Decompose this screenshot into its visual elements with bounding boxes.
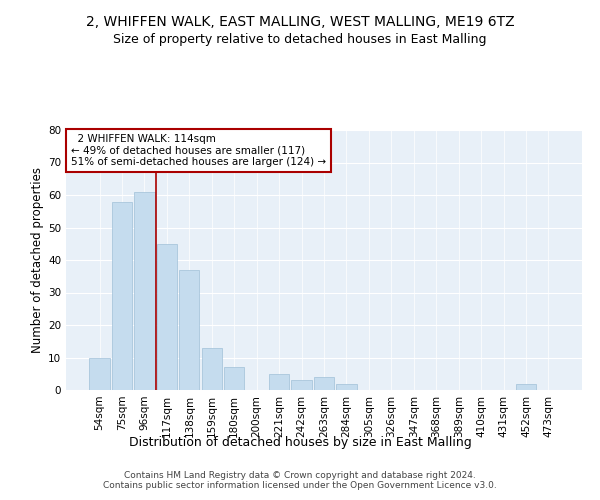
- Text: 2, WHIFFEN WALK, EAST MALLING, WEST MALLING, ME19 6TZ: 2, WHIFFEN WALK, EAST MALLING, WEST MALL…: [86, 15, 514, 29]
- Y-axis label: Number of detached properties: Number of detached properties: [31, 167, 44, 353]
- Text: Size of property relative to detached houses in East Malling: Size of property relative to detached ho…: [113, 32, 487, 46]
- Bar: [516, 384, 536, 390]
- Bar: [224, 367, 244, 390]
- Text: Contains HM Land Registry data © Crown copyright and database right 2024.
Contai: Contains HM Land Registry data © Crown c…: [103, 470, 497, 490]
- Bar: [89, 358, 110, 390]
- Bar: [269, 374, 289, 390]
- Bar: [337, 384, 356, 390]
- Text: 2 WHIFFEN WALK: 114sqm
← 49% of detached houses are smaller (117)
51% of semi-de: 2 WHIFFEN WALK: 114sqm ← 49% of detached…: [71, 134, 326, 167]
- Bar: [314, 377, 334, 390]
- Bar: [292, 380, 311, 390]
- Bar: [134, 192, 155, 390]
- Bar: [179, 270, 199, 390]
- Text: Distribution of detached houses by size in East Malling: Distribution of detached houses by size …: [128, 436, 472, 449]
- Bar: [112, 202, 132, 390]
- Bar: [157, 244, 177, 390]
- Bar: [202, 348, 222, 390]
